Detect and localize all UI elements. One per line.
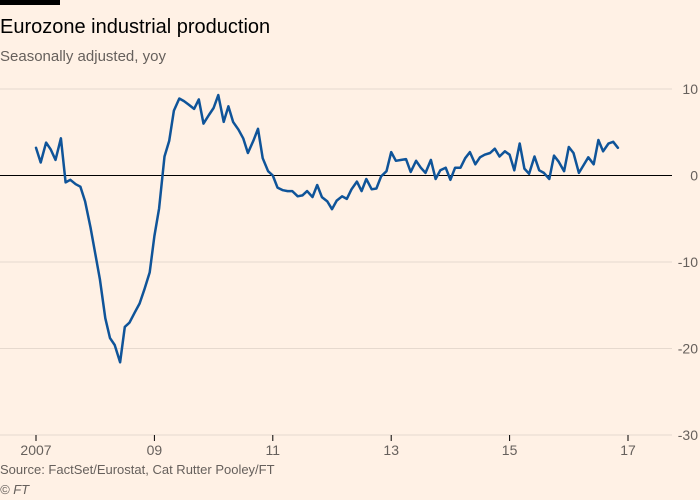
x-tick-label: 13 [383,442,399,458]
x-tick-label: 15 [502,442,518,458]
source-note: Source: FactSet/Eurostat, Cat Rutter Poo… [0,462,275,477]
y-tick-label: -20 [678,341,698,357]
x-tick-label: 17 [620,442,636,458]
y-axis-tick-labels: 10 0 -10 -20 -30 [678,81,698,443]
ft-credit: © FT [0,482,30,497]
x-tick-label: 11 [266,442,281,458]
chart-subtitle: Seasonally adjusted, yoy [0,48,166,65]
x-tick-label: 2007 [20,442,51,458]
gridlines [0,88,672,436]
series-line [34,93,620,364]
series-layer [34,93,620,364]
x-tick-label: 09 [147,442,163,458]
y-tick-label: 0 [690,168,698,184]
x-axis-ticks: 2007 09 11 13 15 17 [20,435,636,458]
y-tick-label: -30 [678,427,698,443]
chart-title: Eurozone industrial production [0,16,271,38]
ft-brand-bar [0,0,60,5]
y-tick-label: 10 [682,81,698,97]
y-tick-label: -10 [678,254,698,270]
